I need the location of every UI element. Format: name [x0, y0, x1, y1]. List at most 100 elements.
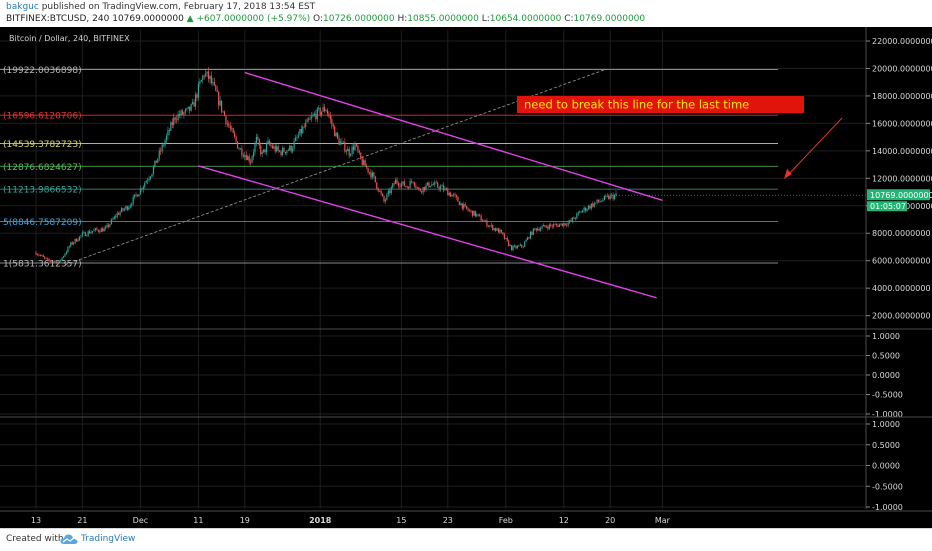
candle-body [545, 226, 547, 228]
candle-body [613, 194, 616, 199]
candle-body [110, 219, 112, 225]
candle-body [199, 81, 201, 84]
candle-body [490, 225, 492, 226]
candle-body [281, 147, 284, 155]
candle-body [80, 235, 82, 237]
publish-line: bakguc published on TradingView.com, Feb… [6, 2, 315, 12]
candle-body [395, 179, 397, 185]
candle-body [584, 207, 587, 211]
candle-body [184, 109, 186, 113]
author-link[interactable]: bakguc [6, 2, 39, 12]
candle-body [573, 217, 575, 219]
fib-level-label: (14539.3782723) [3, 140, 82, 150]
candle-body [190, 104, 192, 111]
last-price-label: 10769.0000000 [870, 191, 932, 200]
candle-body [453, 194, 455, 196]
candle-body [471, 210, 474, 216]
candle-body [344, 142, 346, 152]
candle-body [583, 207, 585, 211]
candle-body [186, 108, 188, 110]
candle-body [506, 238, 508, 241]
candle-body [250, 161, 252, 163]
candle-body [499, 229, 501, 233]
close-value: 10769.0000000 [573, 14, 646, 24]
candle-body [313, 113, 315, 116]
candle-body [277, 146, 279, 151]
candle-body [389, 190, 391, 194]
candle-body [458, 201, 460, 205]
candle-body [107, 224, 110, 227]
candle-body [218, 91, 220, 106]
candle-body [161, 144, 163, 152]
candle-body [418, 187, 420, 190]
candle-body [100, 228, 102, 233]
candle-body [366, 166, 368, 168]
candle-body [403, 181, 405, 187]
candle-body [526, 237, 529, 241]
candle-body [325, 110, 327, 112]
candle-body [466, 205, 468, 209]
candle-body [48, 259, 50, 261]
candle-body [263, 149, 265, 153]
candle-body [62, 256, 65, 258]
candle-body [171, 122, 173, 125]
footer: Created with TradingView [0, 528, 932, 551]
candle-body [222, 111, 224, 113]
chart-legend-title: Bitcoin / Dollar, 240, BITFINEX [9, 34, 130, 43]
candle-body [205, 73, 207, 77]
candle-body [441, 185, 443, 187]
candle-body [71, 242, 73, 245]
candle-body [496, 228, 498, 231]
price-chart[interactable]: (19922.0036898) (16596.6120706) (14539.378… [0, 27, 932, 528]
candle-body [45, 257, 47, 259]
y-axis-tick-label: 12000.0000000 [872, 174, 932, 183]
candle-body [357, 145, 359, 152]
candle-body [302, 126, 304, 134]
candle-body [550, 224, 552, 226]
candle-body [544, 225, 546, 227]
candle-body [576, 213, 578, 219]
candle-body [405, 186, 407, 187]
candle-body [68, 246, 70, 248]
candle-body [144, 183, 146, 187]
candle-body [421, 191, 423, 193]
candle-body [599, 201, 601, 203]
candle-body [450, 192, 452, 197]
candle-body [310, 116, 313, 119]
candle-body [358, 151, 360, 153]
candle-body [595, 202, 597, 204]
candle-body [484, 220, 487, 222]
candle-body [36, 254, 39, 256]
candle-body [334, 126, 336, 137]
candle-body [331, 118, 333, 125]
candle-body [341, 141, 343, 143]
candle-body [119, 211, 121, 215]
candle-body [590, 203, 592, 209]
candle-body [518, 245, 520, 247]
x-axis-tick-label: 13 [31, 516, 41, 525]
panel-axis-tick-label: -1.0000 [872, 410, 903, 419]
candle-body [548, 224, 550, 229]
candle-body [290, 145, 292, 152]
candle-body [492, 225, 494, 230]
candle-body [442, 185, 445, 191]
candle-body [364, 160, 366, 167]
candle-body [42, 255, 44, 257]
candle-body [309, 118, 311, 120]
candle-body [168, 130, 170, 131]
x-axis: 13 21 Dec 11 19 2018 15 23 Feb 12 20 Mar [31, 516, 671, 525]
candle-body [489, 225, 491, 227]
open-value: 10726.0000000 [323, 14, 395, 24]
candle-body [444, 188, 446, 191]
panel-axis-tick-label: 0.0000 [872, 462, 900, 471]
candle-body [74, 238, 76, 243]
candle-body [219, 100, 221, 106]
chart-header: bakguc published on TradingView.com, Feb… [0, 0, 932, 27]
candle-body [480, 215, 482, 221]
tradingview-brand[interactable]: TradingView [81, 534, 136, 544]
candle-body [210, 75, 213, 83]
candle-body [193, 102, 195, 107]
candle-body [468, 210, 471, 212]
candle-body [242, 155, 244, 157]
candle-body [370, 172, 372, 178]
